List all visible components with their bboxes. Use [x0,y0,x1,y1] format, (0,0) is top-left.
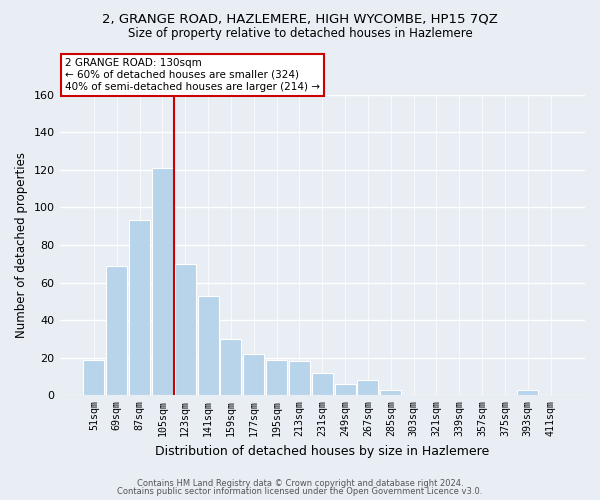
Bar [358,380,379,396]
Text: 2, GRANGE ROAD, HAZLEMERE, HIGH WYCOMBE, HP15 7QZ: 2, GRANGE ROAD, HAZLEMERE, HIGH WYCOMBE,… [102,12,498,26]
Bar [289,362,310,396]
Bar [152,168,173,396]
Text: Size of property relative to detached houses in Hazlemere: Size of property relative to detached ho… [128,28,472,40]
Bar [106,266,127,396]
Bar [380,390,401,396]
Y-axis label: Number of detached properties: Number of detached properties [15,152,28,338]
Bar [312,372,333,396]
Bar [243,354,264,396]
Text: Contains public sector information licensed under the Open Government Licence v3: Contains public sector information licen… [118,487,482,496]
Bar [220,339,241,396]
Bar [129,220,150,396]
Text: 2 GRANGE ROAD: 130sqm
← 60% of detached houses are smaller (324)
40% of semi-det: 2 GRANGE ROAD: 130sqm ← 60% of detached … [65,58,320,92]
Bar [517,390,538,396]
Bar [266,360,287,396]
Bar [335,384,356,396]
Bar [83,360,104,396]
Text: Contains HM Land Registry data © Crown copyright and database right 2024.: Contains HM Land Registry data © Crown c… [137,478,463,488]
Bar [197,296,218,396]
Bar [175,264,196,396]
X-axis label: Distribution of detached houses by size in Hazlemere: Distribution of detached houses by size … [155,444,490,458]
